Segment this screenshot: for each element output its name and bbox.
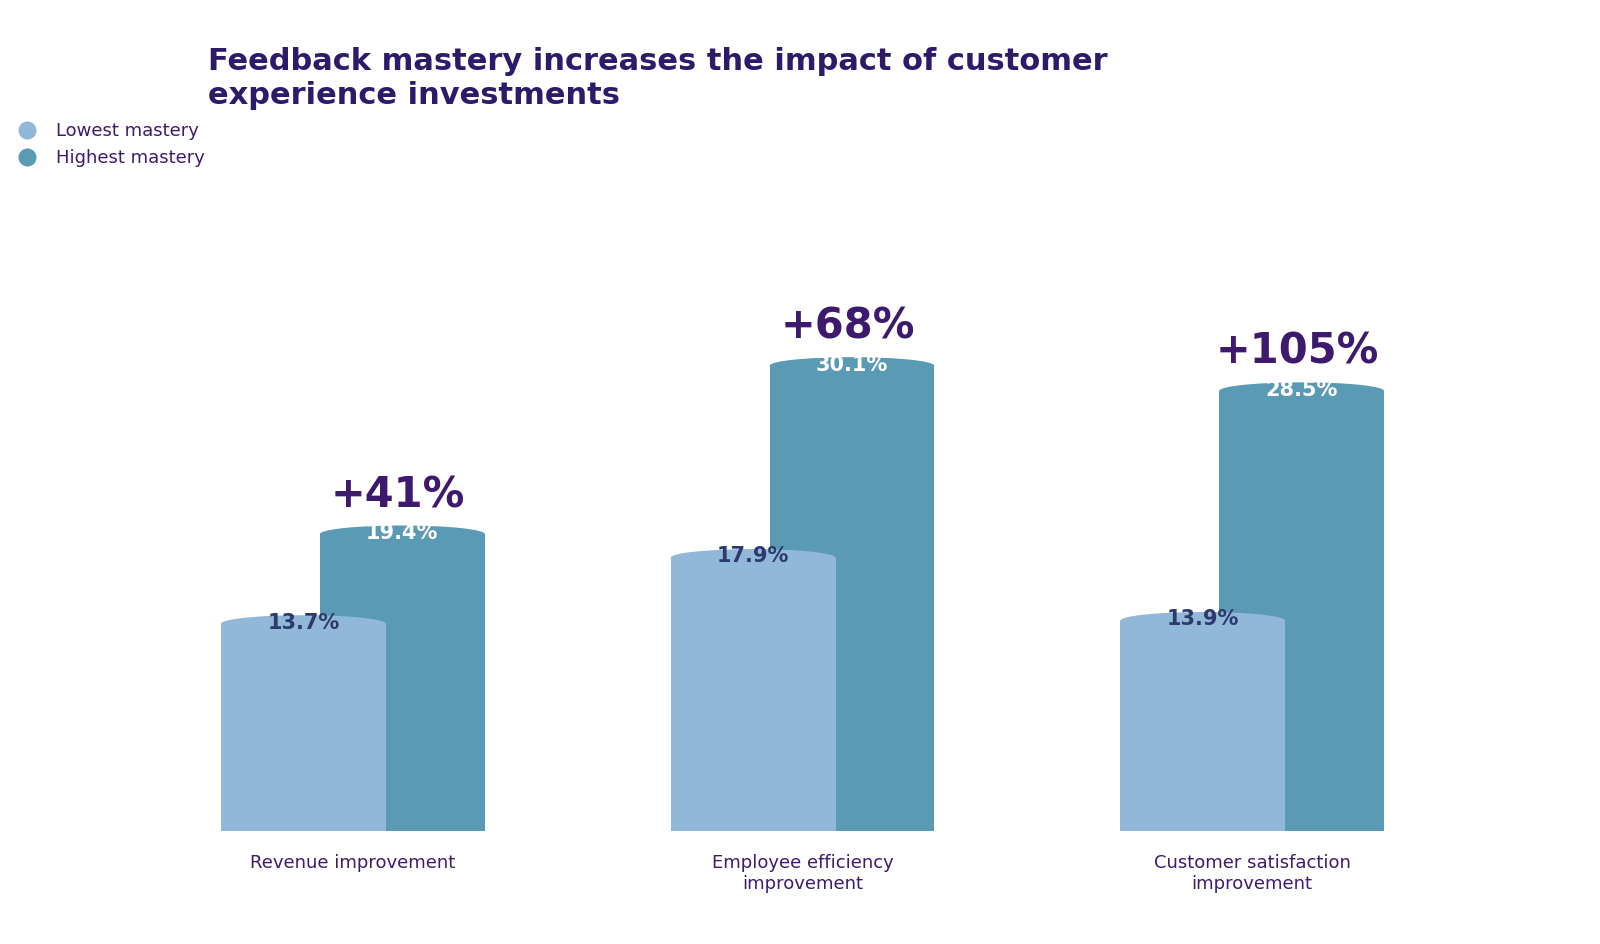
Text: 19.4%: 19.4% (366, 523, 438, 543)
Text: Employee efficiency
improvement: Employee efficiency improvement (712, 854, 893, 893)
Bar (770, 366, 934, 831)
Ellipse shape (670, 549, 835, 566)
Text: 13.7%: 13.7% (267, 613, 339, 632)
Text: +41%: +41% (331, 474, 466, 516)
Ellipse shape (1120, 612, 1285, 630)
Ellipse shape (320, 526, 485, 543)
Bar (1120, 621, 1285, 831)
Text: +105%: +105% (1216, 331, 1379, 373)
Ellipse shape (1219, 382, 1384, 399)
Text: Revenue improvement: Revenue improvement (250, 854, 456, 872)
Text: 30.1%: 30.1% (816, 355, 888, 375)
Bar (670, 558, 835, 831)
Ellipse shape (221, 615, 386, 632)
Text: Customer satisfaction
improvement: Customer satisfaction improvement (1154, 854, 1350, 893)
Bar (221, 624, 386, 831)
Ellipse shape (770, 357, 934, 375)
Bar (320, 534, 485, 831)
Text: Feedback mastery increases the impact of customer
experience investments: Feedback mastery increases the impact of… (208, 47, 1107, 110)
Text: 13.9%: 13.9% (1166, 610, 1238, 630)
Text: +68%: +68% (781, 306, 915, 347)
Text: 17.9%: 17.9% (717, 547, 789, 566)
Text: 28.5%: 28.5% (1266, 379, 1338, 399)
Bar (1219, 391, 1384, 831)
Legend: Lowest mastery, Highest mastery: Lowest mastery, Highest mastery (10, 123, 205, 167)
